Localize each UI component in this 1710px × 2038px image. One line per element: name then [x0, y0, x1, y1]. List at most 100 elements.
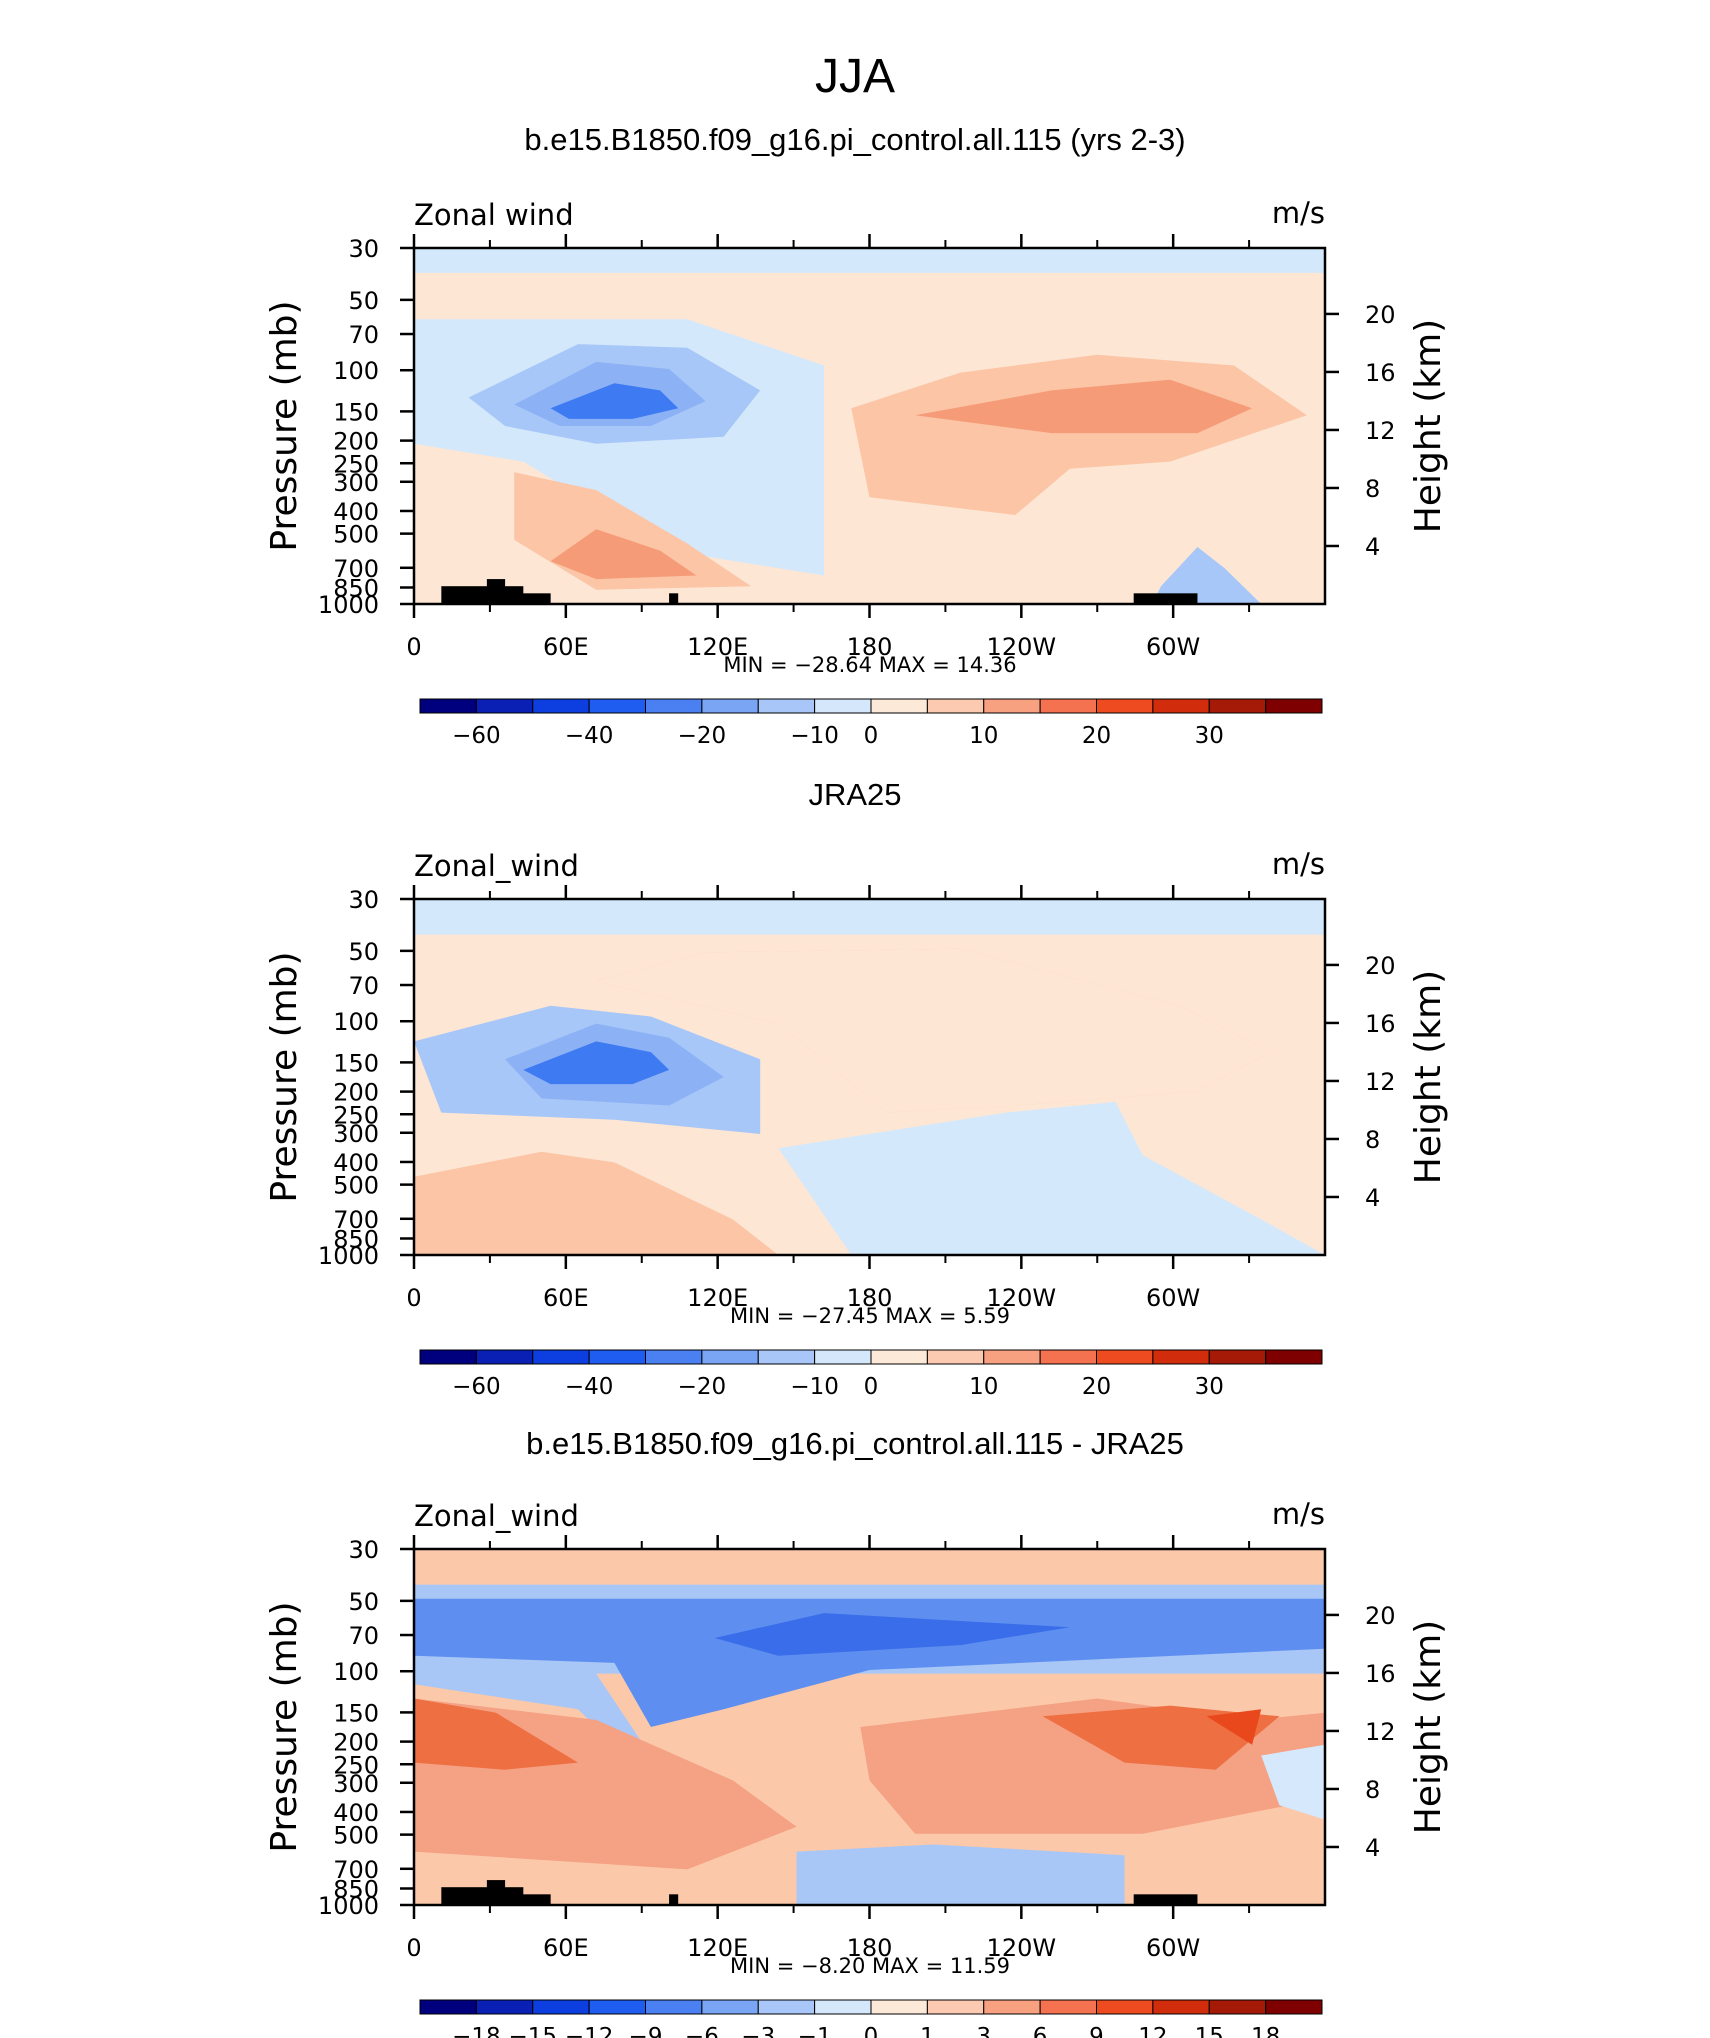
colorbar-box — [701, 698, 759, 714]
contour-region — [550, 529, 697, 580]
colorbar-box — [757, 1999, 816, 2015]
y-tick-label: 250 — [333, 1101, 379, 1129]
contour-region — [523, 1041, 670, 1085]
topography-land — [441, 1887, 524, 1905]
contour-fills — [414, 248, 1325, 604]
contour-region — [596, 948, 1271, 1113]
colorbar-box — [419, 698, 477, 714]
y2-tick-label: 4 — [1365, 533, 1380, 561]
y-tick-label: 100 — [333, 1658, 379, 1686]
min-max-label: MIN = −27.45 MAX = 5.59 — [730, 1304, 1010, 1328]
colorbar-box — [757, 1349, 816, 1365]
colorbar-label: 20 — [1082, 723, 1111, 749]
x-tick-label: 60E — [543, 1934, 589, 1962]
topography-land — [441, 586, 524, 604]
colorbar-label: 15 — [1195, 2024, 1224, 2038]
colorbar-label: −40 — [565, 723, 614, 749]
y2-tick-label: 20 — [1365, 1602, 1396, 1630]
colorbar-label: −10 — [790, 1374, 839, 1400]
colorbar-box — [1039, 1349, 1097, 1365]
y2-tick-label: 16 — [1365, 1660, 1396, 1688]
y-tick-label: 500 — [333, 1822, 379, 1850]
panel-title: b.e15.B1850.f09_g16.pi_control.all.115 -… — [526, 1426, 1184, 1461]
panel-title: b.e15.B1850.f09_g16.pi_control.all.115 (… — [524, 122, 1185, 157]
colorbar-label: −60 — [452, 723, 501, 749]
y-tick-label: 200 — [333, 1079, 379, 1107]
x-tick-label: 120W — [987, 1934, 1057, 1962]
panel-3: b.e15.B1850.f09_g16.pi_control.all.115 -… — [264, 1426, 1449, 2038]
y2-tick-label: 20 — [1365, 952, 1396, 980]
colorbar-box — [926, 698, 985, 714]
y-tick-label: 70 — [348, 321, 379, 349]
topography-land — [669, 1894, 679, 1905]
y-tick-label: 50 — [348, 1588, 379, 1616]
panel-units-label: m/s — [1272, 1497, 1325, 1531]
colorbar-box — [475, 698, 534, 714]
y-tick-label: 30 — [348, 235, 379, 263]
colorbar: −60 −40 −20 −10 0 10 20 30 — [419, 698, 1323, 749]
panels: b.e15.B1850.f09_g16.pi_control.all.115 (… — [264, 122, 1449, 2038]
topography-land — [514, 1894, 551, 1905]
y2-tick-label: 12 — [1365, 1068, 1396, 1096]
colorbar-box — [1208, 1999, 1267, 2015]
x-tick-label: 60W — [1146, 1934, 1200, 1962]
colorbar-box — [1152, 1999, 1210, 2015]
colorbar-box — [645, 1349, 703, 1365]
contour-fills — [414, 1549, 1325, 1905]
y-tick-label: 70 — [348, 1622, 379, 1650]
x-tick-label: 180 — [847, 633, 893, 661]
colorbar-box — [588, 1999, 646, 2015]
colorbar-box — [588, 1349, 646, 1365]
topography-land — [1133, 593, 1198, 604]
colorbar-box — [1265, 698, 1323, 714]
panel-title: JRA25 — [808, 777, 901, 812]
panel-units-label: m/s — [1272, 196, 1325, 230]
colorbar-box — [926, 1349, 985, 1365]
y-tick-label: 70 — [348, 972, 379, 1000]
y-tick-label: 700 — [333, 555, 379, 583]
colorbar-box — [870, 698, 928, 714]
colorbar-box — [475, 1349, 534, 1365]
contour-region — [796, 1844, 1125, 1905]
y-tick-label: 500 — [333, 521, 379, 549]
y2-tick-label: 12 — [1365, 1718, 1396, 1746]
y-tick-label: 700 — [333, 1856, 379, 1884]
y-tick-label: 300 — [333, 1120, 379, 1148]
min-max-label: MIN = −28.64 MAX = 14.36 — [723, 653, 1016, 677]
contour-region — [1206, 1709, 1262, 1745]
y-tick-label: 400 — [333, 1149, 379, 1177]
colorbar-box — [1096, 1999, 1154, 2015]
y-tick-label: 850 — [333, 575, 379, 603]
colorbar-box — [1208, 1349, 1267, 1365]
colorbar-label: 0 — [864, 723, 879, 749]
colorbar-label: 3 — [976, 2024, 991, 2038]
y-tick-label: 1000 — [318, 591, 379, 619]
y-tick-label: 250 — [333, 450, 379, 478]
y-axis-label: Pressure (mb) — [264, 300, 305, 551]
colorbar-box — [983, 1349, 1041, 1365]
colorbar-label: 1 — [920, 2024, 935, 2038]
y2-tick-label: 8 — [1365, 475, 1380, 503]
y2-axis-label: Height (km) — [1408, 970, 1449, 1184]
x-tick-label: 60E — [543, 633, 589, 661]
colorbar-box — [814, 698, 872, 714]
colorbar-box — [1039, 1999, 1097, 2015]
colorbar-box — [757, 698, 816, 714]
colorbar-box — [814, 1349, 872, 1365]
y-tick-label: 30 — [348, 886, 379, 914]
y-tick-label: 100 — [333, 1008, 379, 1036]
y2-tick-label: 4 — [1365, 1834, 1380, 1862]
colorbar-label: 6 — [1033, 2024, 1048, 2038]
colorbar-label: −6 — [685, 2024, 719, 2038]
colorbar-box — [701, 1349, 759, 1365]
y2-tick-label: 8 — [1365, 1126, 1380, 1154]
colorbar-label: 12 — [1138, 2024, 1167, 2038]
y2-tick-label: 12 — [1365, 417, 1396, 445]
colorbar-label: 9 — [1089, 2024, 1104, 2038]
contour-region — [1151, 547, 1262, 604]
contour-region — [414, 1598, 1325, 1727]
colorbar-box — [419, 1999, 477, 2015]
y2-tick-label: 4 — [1365, 1184, 1380, 1212]
colorbar-label: −18 — [452, 2024, 501, 2038]
colorbar-label: 30 — [1195, 723, 1224, 749]
